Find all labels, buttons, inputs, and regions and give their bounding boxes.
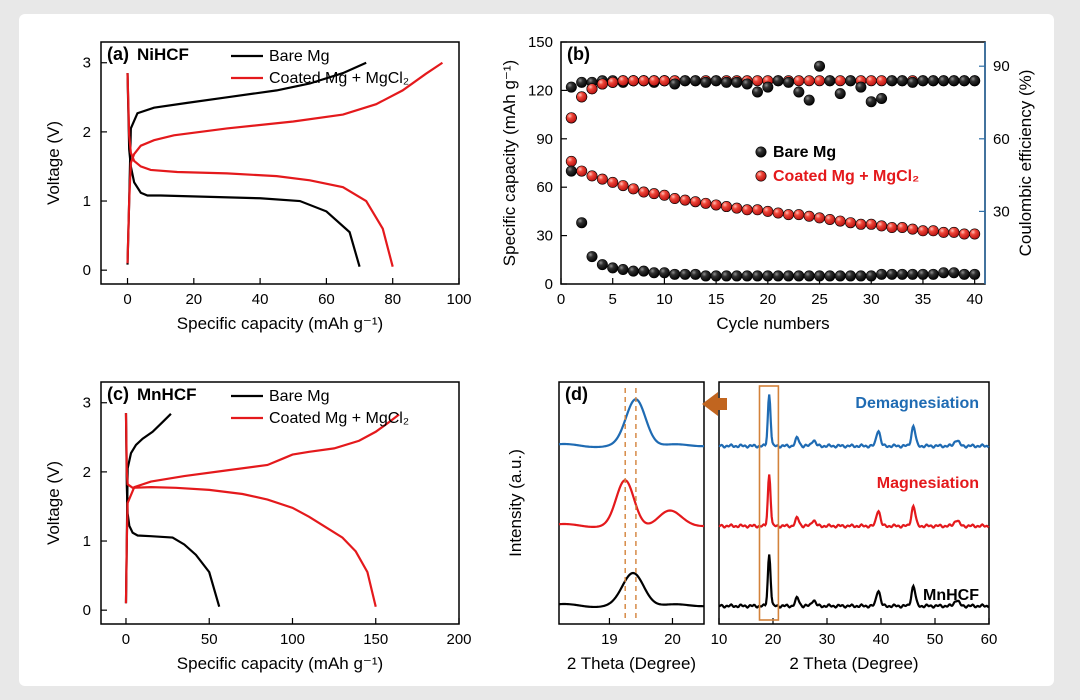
svg-text:100: 100 <box>446 291 471 308</box>
svg-text:90: 90 <box>536 131 553 148</box>
svg-text:Voltage (V): Voltage (V) <box>44 121 63 205</box>
svg-text:(d): (d) <box>565 384 588 404</box>
svg-text:Bare Mg: Bare Mg <box>269 388 329 405</box>
svg-text:80: 80 <box>384 291 401 308</box>
svg-text:(a): (a) <box>107 44 129 64</box>
svg-text:40: 40 <box>252 291 269 308</box>
svg-text:Magnesiation: Magnesiation <box>877 475 979 492</box>
svg-text:Bare Mg: Bare Mg <box>269 48 329 65</box>
svg-text:Coated Mg + MgCl₂: Coated Mg + MgCl₂ <box>773 168 919 185</box>
svg-text:20: 20 <box>759 291 776 308</box>
svg-text:30: 30 <box>863 291 880 308</box>
svg-text:50: 50 <box>927 631 944 648</box>
svg-text:2: 2 <box>83 124 91 141</box>
svg-text:(c): (c) <box>107 384 129 404</box>
svg-text:Specific capacity (mAh g⁻¹): Specific capacity (mAh g⁻¹) <box>177 654 383 673</box>
svg-text:60: 60 <box>993 131 1010 148</box>
svg-text:100: 100 <box>280 631 305 648</box>
svg-text:20: 20 <box>765 631 782 648</box>
svg-text:MnHCF: MnHCF <box>137 385 196 404</box>
svg-text:2 Theta (Degree): 2 Theta (Degree) <box>789 654 918 673</box>
svg-text:Voltage (V): Voltage (V) <box>44 461 63 545</box>
svg-text:Specific capacity (mAh g⁻¹): Specific capacity (mAh g⁻¹) <box>500 60 519 266</box>
svg-text:3: 3 <box>83 55 91 72</box>
svg-text:0: 0 <box>123 291 131 308</box>
svg-text:150: 150 <box>363 631 388 648</box>
panel-d: 19 20 10 20 30 40 50 60 2 Theta (Degree) 2 Theta … <box>489 362 1049 682</box>
svg-text:60: 60 <box>981 631 998 648</box>
svg-text:0: 0 <box>83 602 91 619</box>
svg-text:30: 30 <box>819 631 836 648</box>
svg-text:20: 20 <box>664 631 681 648</box>
svg-text:40: 40 <box>873 631 890 648</box>
svg-text:NiHCF: NiHCF <box>137 45 189 64</box>
svg-text:1: 1 <box>83 193 91 210</box>
svg-text:5: 5 <box>609 291 617 308</box>
svg-text:150: 150 <box>528 34 553 51</box>
svg-text:0: 0 <box>83 262 91 279</box>
svg-text:60: 60 <box>536 179 553 196</box>
svg-text:120: 120 <box>528 82 553 99</box>
svg-text:Demagnesiation: Demagnesiation <box>855 395 979 412</box>
svg-text:0: 0 <box>122 631 130 648</box>
svg-text:3: 3 <box>83 395 91 412</box>
svg-text:40: 40 <box>966 291 983 308</box>
svg-text:15: 15 <box>708 291 725 308</box>
svg-text:2 Theta (Degree): 2 Theta (Degree) <box>567 654 696 673</box>
svg-text:(b): (b) <box>567 44 590 64</box>
svg-text:35: 35 <box>915 291 932 308</box>
svg-text:Coated Mg + MgCl₂: Coated Mg + MgCl₂ <box>269 410 409 427</box>
svg-text:10: 10 <box>656 291 673 308</box>
svg-text:1: 1 <box>83 533 91 550</box>
panel-c: 0 50 100 150 200 0 1 2 3 Specific capacity (mAh g… <box>29 362 474 682</box>
svg-text:Bare Mg: Bare Mg <box>773 144 836 161</box>
svg-text:Intensity (a.u.): Intensity (a.u.) <box>506 449 525 557</box>
svg-text:50: 50 <box>201 631 218 648</box>
svg-text:60: 60 <box>318 291 335 308</box>
svg-text:0: 0 <box>557 291 565 308</box>
svg-text:0: 0 <box>545 276 553 293</box>
svg-text:19: 19 <box>601 631 618 648</box>
svg-text:2: 2 <box>83 464 91 481</box>
svg-text:10: 10 <box>711 631 728 648</box>
svg-text:MnHCF: MnHCF <box>923 587 979 604</box>
svg-text:Coulombic efficiency (%): Coulombic efficiency (%) <box>1016 70 1035 257</box>
svg-text:30: 30 <box>536 228 553 245</box>
svg-text:200: 200 <box>446 631 471 648</box>
panel-b: 0 5 10 15 20 25 30 35 40 0 30 60 90 120 150 30 60 90 Cycle… <box>489 22 1049 342</box>
svg-text:25: 25 <box>811 291 828 308</box>
svg-text:Coated Mg + MgCl₂: Coated Mg + MgCl₂ <box>269 70 409 87</box>
svg-text:Specific capacity (mAh g⁻¹): Specific capacity (mAh g⁻¹) <box>177 314 383 333</box>
svg-text:30: 30 <box>993 203 1010 220</box>
svg-text:Cycle numbers: Cycle numbers <box>716 314 829 333</box>
panel-a: 0 20 40 60 80 100 0 1 2 3 Specific capacity (mAh g… <box>29 22 474 342</box>
svg-text:20: 20 <box>185 291 202 308</box>
svg-text:90: 90 <box>993 58 1010 75</box>
